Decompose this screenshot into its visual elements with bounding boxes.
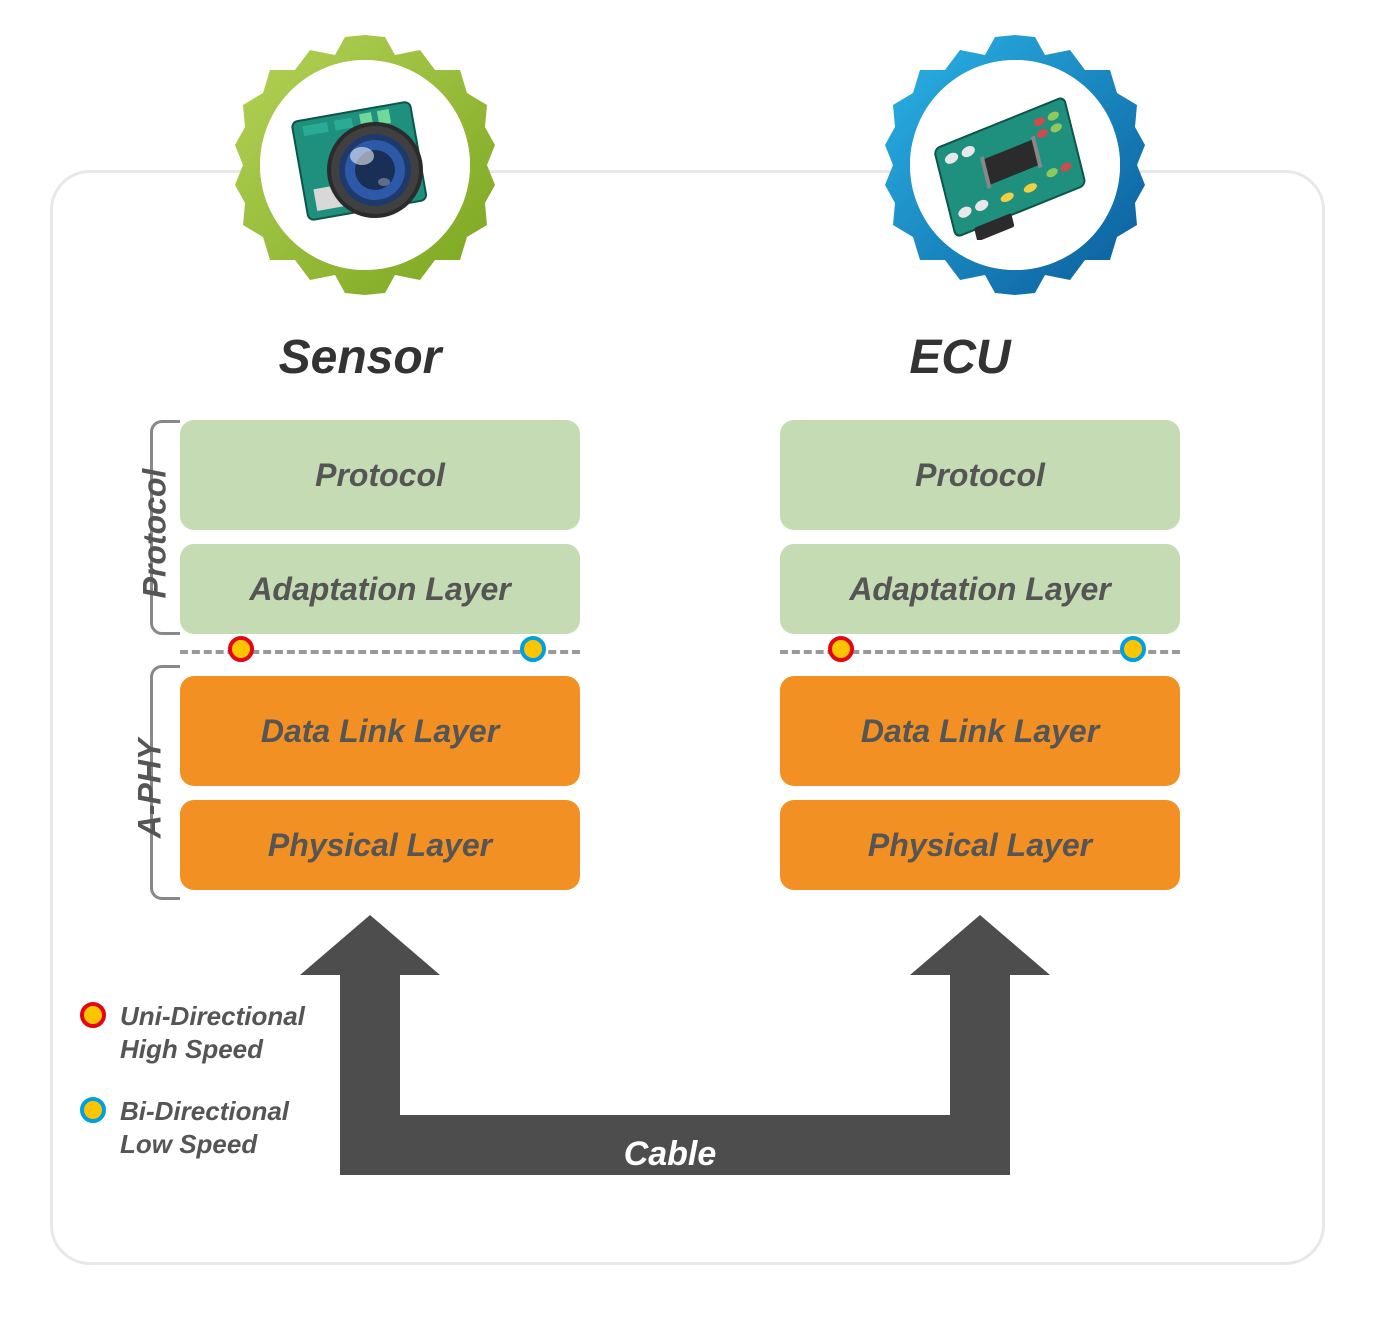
- legend-item-bi: Bi-DirectionalLow Speed: [80, 1095, 305, 1160]
- layer-physical: Physical Layer: [180, 800, 580, 890]
- uni-directional-dot-icon: [80, 1002, 106, 1028]
- uni-directional-dot: [828, 636, 854, 662]
- layer-adaptation: Adaptation Layer: [780, 544, 1180, 634]
- bi-directional-dot-icon: [80, 1097, 106, 1123]
- sensor-badge: [230, 30, 500, 300]
- layer-adaptation: Adaptation Layer: [180, 544, 580, 634]
- legend: Uni-DirectionalHigh Speed Bi-Directional…: [80, 1000, 305, 1190]
- legend-text: Uni-DirectionalHigh Speed: [120, 1000, 305, 1065]
- layer-datalink: Data Link Layer: [780, 676, 1180, 786]
- pcb-icon: [925, 90, 1105, 240]
- group-label-protocol: Protocol: [136, 469, 173, 599]
- layer-physical: Physical Layer: [780, 800, 1180, 890]
- layer-protocol: Protocol: [180, 420, 580, 530]
- layer-datalink: Data Link Layer: [180, 676, 580, 786]
- cable-label: Cable: [520, 1135, 820, 1174]
- bi-directional-dot: [520, 636, 546, 662]
- ecu-title: ECU: [780, 330, 1140, 385]
- uni-directional-dot: [228, 636, 254, 662]
- layer-protocol: Protocol: [780, 420, 1180, 530]
- legend-text: Bi-DirectionalLow Speed: [120, 1095, 289, 1160]
- sensor-title: Sensor: [180, 330, 540, 385]
- bi-directional-dot: [1120, 636, 1146, 662]
- legend-item-uni: Uni-DirectionalHigh Speed: [80, 1000, 305, 1065]
- ecu-badge: [880, 30, 1150, 300]
- camera-sensor-icon: [280, 90, 450, 240]
- group-label-aphy: A-PHY: [131, 739, 168, 839]
